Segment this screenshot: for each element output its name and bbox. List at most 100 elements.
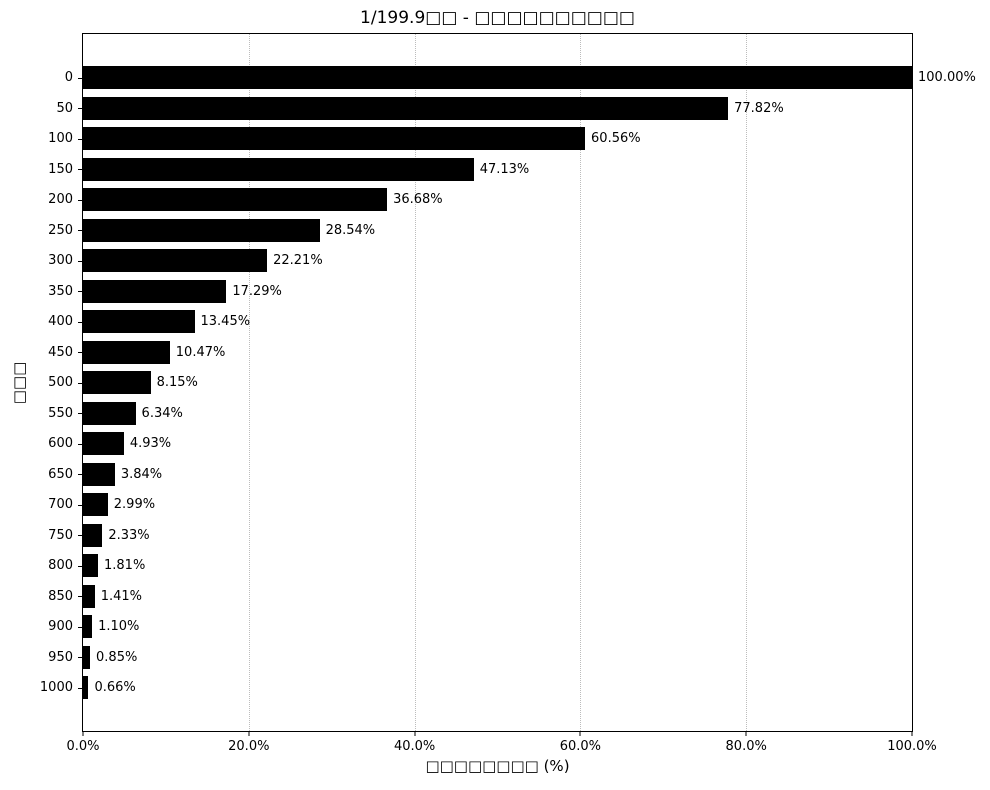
y-tick-mark <box>78 108 83 109</box>
bar <box>83 615 93 638</box>
bar-row: 550 6.34% <box>48 401 912 425</box>
y-tick-label: 900 <box>48 619 73 634</box>
bar <box>83 340 170 364</box>
y-tick-label: 650 <box>48 466 73 482</box>
y-tick-label: 450 <box>48 344 73 360</box>
bar-row: 500 8.15% <box>48 371 912 394</box>
y-tick-mark <box>78 260 83 262</box>
bar <box>83 218 320 242</box>
y-tick-label: 850 <box>48 588 73 604</box>
bar-value-label: 8.15% <box>156 375 198 390</box>
bar-value-label: 13.45% <box>200 314 251 329</box>
gridline <box>414 34 416 731</box>
bar-value-label: 36.68% <box>393 192 443 207</box>
bar-row: 400 13.45% <box>48 310 912 333</box>
bar-row: 800 1.81% <box>48 554 912 577</box>
bar-row: 1000 0.66% <box>40 676 912 699</box>
y-tick-mark <box>78 626 83 628</box>
x-tick-label: 60.0% <box>559 739 602 754</box>
bar-value-label: 4.93% <box>129 436 172 451</box>
bar <box>83 279 227 303</box>
y-tick-mark <box>78 230 83 231</box>
y-tick-mark <box>78 291 83 292</box>
bar-row: 700 2.99% <box>48 493 912 516</box>
bar-row: 650 3.84% <box>48 462 912 486</box>
y-tick-mark <box>78 687 83 689</box>
y-tick-label: 0 <box>64 70 73 85</box>
bar-value-label: 17.29% <box>232 283 282 299</box>
x-tick-mark <box>745 731 747 736</box>
bar-value-label: 2.99% <box>113 497 156 512</box>
bar-value-label: 100.00% <box>918 70 976 85</box>
bar-value-label: 28.54% <box>325 222 376 238</box>
y-tick-mark <box>78 535 83 536</box>
bar-value-label: 1.10% <box>98 619 140 634</box>
x-tick-label: 80.0% <box>725 739 767 754</box>
bar-group: 0 100.00% 50 77.82% 100 60.56% 150 47.13% 200 36.… <box>40 34 976 731</box>
bar-value-label: 10.47% <box>175 344 226 360</box>
y-tick-mark <box>78 321 83 323</box>
y-tick-mark <box>78 413 83 414</box>
x-tick-label: 100.0% <box>887 739 937 754</box>
bar <box>83 127 586 150</box>
bar-row: 150 47.13% <box>48 157 912 181</box>
y-tick-label: 1000 <box>39 680 73 695</box>
bar <box>83 157 474 181</box>
y-tick-label: 200 <box>48 192 73 207</box>
bar-row: 950 0.85% <box>48 645 912 669</box>
y-tick-mark <box>78 474 83 475</box>
bar <box>83 401 136 425</box>
bar-row: 850 1.41% <box>48 584 912 608</box>
bar-row: 100 60.56% <box>48 127 912 150</box>
bar <box>83 188 388 211</box>
bar <box>83 96 729 120</box>
plot-area: 0 100.00% 50 77.82% 100 60.56% 150 47.13% 200 36.… <box>40 33 976 754</box>
bar-value-label: 3.84% <box>120 466 163 482</box>
gridline <box>248 34 250 731</box>
x-axis-label: □□□□□□□□ (%) <box>425 757 570 775</box>
bar-value-label: 22.21% <box>273 253 323 268</box>
gridline <box>746 34 748 731</box>
bar-row: 600 4.93% <box>48 432 912 455</box>
bar-value-label: 47.13% <box>479 161 530 177</box>
bar-value-label: 0.85% <box>96 649 138 665</box>
y-tick-label: 250 <box>48 222 73 238</box>
x-tick-mark <box>82 731 84 736</box>
y-tick-mark <box>78 596 83 597</box>
bar-row: 50 77.82% <box>56 96 912 120</box>
bar-row: 450 10.47% <box>48 340 912 364</box>
y-tick-label: 150 <box>48 161 73 177</box>
x-tick-label: 40.0% <box>393 739 436 754</box>
y-tick-mark <box>78 77 83 79</box>
y-tick-label: 550 <box>48 405 73 421</box>
y-tick-label: 400 <box>48 314 73 329</box>
bar-row: 750 2.33% <box>48 523 912 547</box>
bar <box>83 584 95 608</box>
bar-value-label: 0.66% <box>94 680 136 695</box>
bar-row: 200 36.68% <box>48 188 912 211</box>
bar-value-label: 1.41% <box>100 588 142 604</box>
bar-row: 300 22.21% <box>48 249 912 272</box>
bar-value-label: 60.56% <box>591 131 641 146</box>
y-tick-label: 100 <box>48 131 73 146</box>
y-tick-mark <box>78 565 83 567</box>
bar-value-label: 2.33% <box>108 527 150 543</box>
bar-row: 250 28.54% <box>48 218 912 242</box>
y-tick-mark <box>78 138 83 140</box>
y-tick-mark <box>78 352 83 353</box>
y-tick-label: 950 <box>48 649 73 665</box>
bar <box>83 66 912 89</box>
y-tick-mark <box>78 657 83 658</box>
bar <box>83 310 195 333</box>
y-axis-label: □□□ <box>10 361 28 405</box>
y-tick-label: 50 <box>56 100 73 116</box>
y-tick-mark <box>78 199 83 201</box>
y-tick-label: 500 <box>48 375 73 390</box>
y-tick-mark <box>78 504 83 506</box>
bar <box>83 554 98 577</box>
x-tick-label: 20.0% <box>228 739 270 754</box>
y-tick-label: 700 <box>48 497 73 512</box>
x-tick-mark <box>579 731 581 736</box>
y-tick-label: 350 <box>48 283 73 299</box>
